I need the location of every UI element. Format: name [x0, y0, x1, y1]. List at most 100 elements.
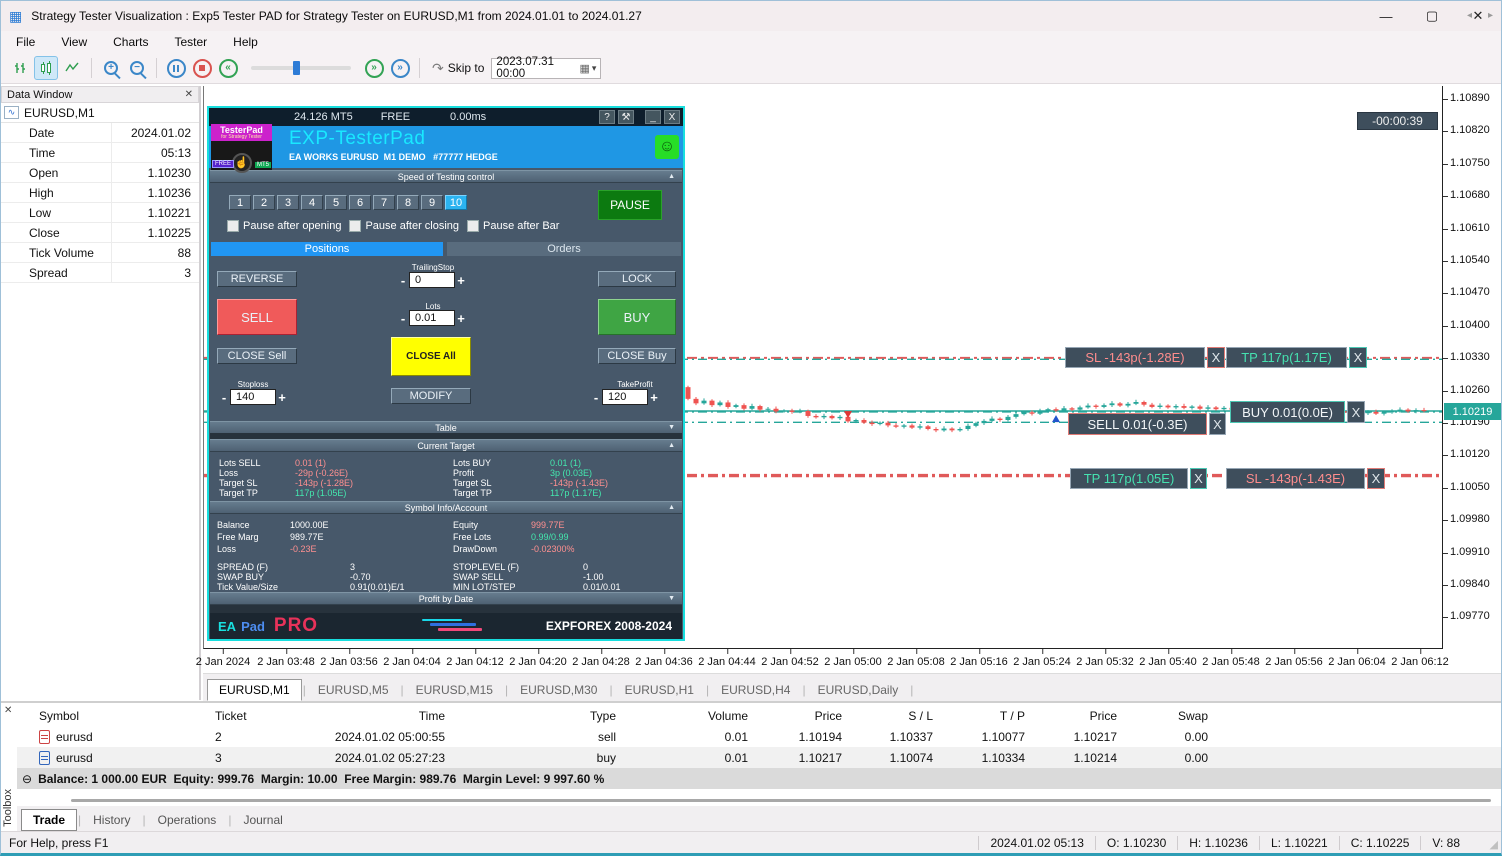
section-speed-of-testing[interactable]: Speed of Testing control ▲ — [210, 170, 682, 183]
checkbox-box[interactable] — [227, 220, 239, 232]
speed-button-2[interactable]: 2 — [253, 195, 275, 210]
close-sell-button[interactable]: CLOSE Sell — [217, 348, 297, 364]
stop-playback-icon[interactable] — [190, 56, 214, 80]
menu-tester[interactable]: Tester — [174, 35, 208, 49]
stoploss-plus[interactable]: + — [278, 389, 286, 405]
takeprofit-minus[interactable]: - — [593, 389, 599, 405]
speed-button-4[interactable]: 4 — [301, 195, 323, 210]
close-buy-button[interactable]: CLOSE Buy — [598, 348, 676, 364]
trailingstop-minus[interactable]: - — [400, 272, 406, 288]
buy-position-close-button[interactable]: X — [1347, 401, 1365, 423]
speed-button-3[interactable]: 3 — [277, 195, 299, 210]
zoom-in-icon[interactable]: + — [99, 56, 123, 80]
lock-button[interactable]: LOCK — [598, 271, 676, 287]
ea-settings-icon[interactable]: ⚒ — [618, 110, 634, 124]
sell-button[interactable]: SELL — [217, 299, 297, 335]
section-profit-by-date[interactable]: Profit by Date ▼ — [210, 592, 682, 605]
chart-tab-eurusd-m5[interactable]: EURUSD,M5 — [317, 682, 389, 697]
pause-playback-icon[interactable] — [164, 56, 188, 80]
dropdown-arrow-icon[interactable]: ▾ — [591, 62, 597, 73]
collapse-up-icon[interactable]: ▲ — [668, 173, 675, 180]
collapse-down-icon[interactable]: ▼ — [668, 424, 675, 431]
sell-position-close-button[interactable]: X — [1209, 413, 1226, 435]
data-window-close-icon[interactable]: ✕ — [184, 89, 193, 100]
chart-tab-eurusd-m1[interactable]: EURUSD,M1 — [207, 678, 302, 701]
ea-close-button[interactable]: X — [664, 110, 680, 124]
tp-buy-close-button[interactable]: X — [1349, 347, 1367, 368]
menu-charts[interactable]: Charts — [113, 35, 149, 49]
horizontal-scrollbar[interactable] — [71, 799, 1491, 802]
tab-positions[interactable]: Positions — [211, 242, 443, 256]
speed-slider-handle[interactable] — [293, 61, 300, 75]
sell-position-label[interactable]: SELL 0.01(-0.3E) — [1068, 413, 1207, 435]
speed-button-9[interactable]: 9 — [421, 195, 443, 210]
lots-minus[interactable]: - — [400, 310, 406, 326]
modify-button[interactable]: MODIFY — [391, 388, 471, 404]
speed-button-5[interactable]: 5 — [325, 195, 347, 210]
tp-sell-label[interactable]: TP 117p(1.05E) — [1070, 468, 1188, 489]
collapse-minus-icon[interactable]: ⊖ — [22, 771, 33, 786]
chart-tab-eurusd-h1[interactable]: EURUSD,H1 — [624, 682, 694, 697]
speed-button-6[interactable]: 6 — [349, 195, 371, 210]
toolbox-close-icon[interactable]: ✕ — [4, 705, 13, 716]
stoploss-minus[interactable]: - — [221, 389, 227, 405]
checkbox-pause-after-opening[interactable]: Pause after opening — [227, 220, 341, 232]
lots-field[interactable]: 0.01 — [409, 310, 455, 326]
rewind-icon[interactable]: « — [216, 56, 240, 80]
chart-tab-eurusd-m15[interactable]: EURUSD,M15 — [415, 682, 493, 697]
speed-slider[interactable] — [251, 61, 351, 75]
toolbox-tab-trade[interactable]: Trade — [21, 808, 78, 831]
ea-help-button[interactable]: ? — [599, 110, 615, 124]
collapse-down-icon[interactable]: ▼ — [668, 595, 675, 602]
section-symbol-info[interactable]: Symbol Info/Account ▲ — [210, 501, 682, 514]
speed-button-7[interactable]: 7 — [373, 195, 395, 210]
trailingstop-field[interactable]: 0 — [409, 272, 455, 288]
menu-help[interactable]: Help — [233, 35, 258, 49]
calendar-icon[interactable]: ▦ — [579, 62, 590, 75]
table-row[interactable]: eurusd 3 2024.01.02 05:27:23 buy 0.01 1.10217… — [17, 747, 1501, 768]
table-row[interactable]: eurusd 2 2024.01.02 05:00:55 sell 0.01 1.1019… — [17, 726, 1501, 747]
close-button[interactable]: ✕ — [1472, 8, 1484, 23]
chart-tab-eurusd-daily[interactable]: EURUSD,Daily — [817, 682, 899, 697]
takeprofit-plus[interactable]: + — [650, 389, 658, 405]
tp-buy-label[interactable]: TP 117p(1.17E) — [1226, 347, 1347, 368]
checkbox-box[interactable] — [349, 220, 362, 232]
maximize-button[interactable]: ▢ — [1425, 8, 1439, 23]
chart-tab-eurusd-m30[interactable]: EURUSD,M30 — [520, 682, 598, 697]
price-axis[interactable]: 1.10890 1.10820 1.10750 1.10680 1.10610 1.105… — [1443, 86, 1501, 649]
ea-panel-titlebar[interactable]: 24.126 MT5 FREE 0.00ms ? ⚒ _ X — [209, 108, 683, 126]
takeprofit-field[interactable]: 120 — [602, 389, 648, 405]
sl-buy-close-button[interactable]: X — [1367, 468, 1385, 489]
speed-button-10[interactable]: 10 — [445, 195, 467, 210]
close-all-button[interactable]: CLOSE All — [391, 337, 471, 376]
menu-file[interactable]: File — [16, 35, 36, 49]
collapse-up-icon[interactable]: ▲ — [668, 442, 675, 449]
candlestick-chart-icon[interactable] — [34, 56, 58, 80]
toolbox-tab-journal[interactable]: Journal — [243, 812, 283, 827]
section-current-target[interactable]: Current Target ▲ — [210, 439, 682, 452]
pause-button[interactable]: PAUSE — [598, 190, 662, 220]
skip-date-input[interactable]: 2023.07.31 00:00 ▦ ▾ — [491, 56, 602, 80]
line-chart-icon[interactable] — [60, 56, 84, 80]
reverse-button[interactable]: REVERSE — [217, 271, 297, 287]
checkbox-box[interactable] — [467, 220, 480, 232]
buy-position-label[interactable]: BUY 0.01(0.0E) — [1230, 401, 1345, 423]
resize-grip-icon[interactable]: ◢ — [1489, 839, 1498, 851]
toolbox-tab-history[interactable]: History — [93, 812, 131, 827]
skip-to-end-icon[interactable]: » — [388, 56, 412, 80]
sl-buy-label[interactable]: SL -143p(-1.43E) — [1226, 468, 1365, 489]
checkbox-pause-after-closing[interactable]: Pause after closing — [349, 220, 459, 232]
toolbox-tab-operations[interactable]: Operations — [157, 812, 217, 827]
tab-scroll-right-icon[interactable]: ▸ — [1487, 10, 1493, 21]
tab-orders[interactable]: Orders — [447, 242, 681, 256]
fast-forward-icon[interactable]: » — [362, 56, 386, 80]
chart-tab-eurusd-h4[interactable]: EURUSD,H4 — [721, 682, 791, 697]
trailingstop-plus[interactable]: + — [457, 272, 465, 288]
tp-sell-close-button[interactable]: X — [1190, 468, 1207, 489]
ea-minimize-button[interactable]: _ — [645, 110, 661, 124]
lots-plus[interactable]: + — [457, 310, 465, 326]
smiley-status-icon[interactable]: ☺ — [655, 135, 679, 159]
tab-scroll-left-icon[interactable]: ◂ — [1466, 10, 1472, 21]
sl-sell-close-button[interactable]: X — [1207, 347, 1225, 368]
bar-chart-icon[interactable] — [8, 56, 32, 80]
